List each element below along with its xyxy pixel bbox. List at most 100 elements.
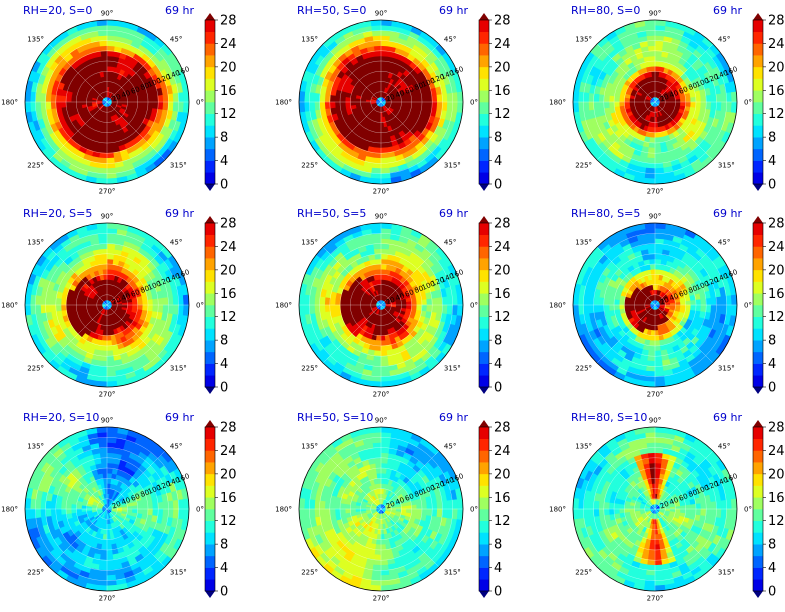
- colorbar-tick-label: 4: [494, 561, 502, 576]
- polar-grid: [572, 426, 738, 592]
- angular-tick-label: 0°: [744, 302, 752, 310]
- angular-tick-label: 315°: [444, 364, 461, 372]
- colorbar: 0 4 8 12 16 20 24 28: [204, 216, 237, 396]
- colorbar-tick-label: 24: [220, 444, 237, 459]
- colorbar-segment: [205, 113, 215, 126]
- colorbar-tick-label: 12: [768, 514, 785, 529]
- colorbar-segment: [479, 509, 489, 522]
- colorbar-extend-bottom: [205, 184, 215, 191]
- plot-frame: [24, 222, 190, 388]
- colorbar-segment: [753, 137, 763, 150]
- colorbar-segment: [205, 43, 215, 56]
- angular-tick-label: 0°: [196, 99, 204, 107]
- colorbar-segment: [753, 555, 763, 568]
- polar-grid: [298, 426, 464, 592]
- radial-tick-label: 80: [687, 488, 698, 499]
- angular-tick-label: 0°: [744, 506, 752, 514]
- colorbar-segment: [479, 125, 489, 138]
- radial-tick-label: 80: [687, 284, 698, 295]
- angular-tick-label: 90°: [375, 417, 387, 425]
- colorbar-tick-label: 20: [220, 60, 237, 75]
- colorbar-segment: [479, 316, 489, 329]
- panel-title: RH=20, S=0: [23, 4, 92, 17]
- angular-tick-label: 90°: [375, 10, 387, 18]
- colorbar-segment: [479, 148, 489, 161]
- colorbar: 0 4 8 12 16 20 24 28: [478, 216, 511, 396]
- angular-tick-label: 315°: [718, 161, 735, 169]
- radial-tick-label: 40: [120, 292, 131, 303]
- colorbar-segment: [753, 90, 763, 103]
- colorbar-tick-label: 16: [494, 287, 511, 302]
- panel-3: 90°45°0°315°270°225°180°135°204060801001…: [549, 4, 784, 196]
- colorbar-segment: [753, 55, 763, 68]
- radial-tick-label: 20: [111, 296, 122, 307]
- angular-tick-label: 270°: [99, 188, 116, 196]
- colorbar-segment: [479, 520, 489, 533]
- colorbar-tick-label: 16: [768, 84, 785, 99]
- radial-tick-label: 40: [394, 89, 405, 100]
- colorbar-tick-label: 16: [768, 287, 785, 302]
- angular-tick-label: 135°: [27, 36, 44, 44]
- angular-tick-label: 90°: [649, 213, 661, 221]
- colorbar-segment: [479, 90, 489, 103]
- colorbar-segment: [479, 450, 489, 463]
- colorbar-tick-label: 20: [494, 60, 511, 75]
- radial-tick-label: 40: [668, 89, 679, 100]
- colorbar-segment: [205, 20, 215, 33]
- radial-tick-label: 20: [659, 500, 670, 511]
- colorbar-tick-label: 8: [768, 538, 776, 553]
- colorbar-tick-label: 0: [494, 381, 502, 396]
- panel-4: 90°45°0°315°270°225°180°135°204060801001…: [1, 207, 236, 399]
- radial-tick-label: 80: [139, 284, 150, 295]
- angular-tick-label: 90°: [375, 213, 387, 221]
- colorbar-segment: [479, 172, 489, 185]
- colorbar-tick-label: 20: [494, 263, 511, 278]
- radial-tick-label: 20: [659, 93, 670, 104]
- radial-tick-label: 20: [385, 296, 396, 307]
- colorbar-segment: [753, 473, 763, 486]
- colorbar-tick-label: 28: [494, 421, 511, 436]
- colorbar-extend-bottom: [479, 184, 489, 191]
- panel-title: RH=20, S=10: [23, 411, 99, 424]
- angular-tick-label: 0°: [470, 506, 478, 514]
- colorbar-segment: [205, 462, 215, 475]
- colorbar-tick-label: 0: [768, 178, 776, 193]
- colorbar-tick-label: 12: [494, 514, 511, 529]
- angular-tick-label: 90°: [101, 10, 113, 18]
- colorbar-tick-label: 16: [768, 491, 785, 506]
- radial-tick-label: 60: [678, 85, 689, 96]
- colorbar-tick-label: 4: [220, 561, 228, 576]
- angular-tick-label: 180°: [549, 506, 566, 514]
- angular-tick-label: 270°: [373, 188, 390, 196]
- angular-tick-label: 45°: [444, 443, 456, 451]
- angular-tick-label: 90°: [649, 10, 661, 18]
- colorbar-segment: [753, 340, 763, 353]
- colorbar: 0 4 8 12 16 20 24 28: [204, 420, 237, 600]
- colorbar-tick-label: 4: [220, 154, 228, 169]
- panel-time: 69 hr: [165, 4, 194, 17]
- colorbar: 0 4 8 12 16 20 24 28: [204, 13, 237, 193]
- colorbar-segment: [479, 567, 489, 580]
- radial-tick-label: 80: [413, 81, 424, 92]
- colorbar-segment: [479, 281, 489, 294]
- angular-tick-label: 180°: [1, 506, 18, 514]
- colorbar-segment: [205, 269, 215, 282]
- angular-tick-label: 225°: [575, 161, 592, 169]
- colorbar-segment: [479, 43, 489, 56]
- panel-time: 69 hr: [165, 207, 194, 220]
- colorbar-tick-label: 16: [220, 84, 237, 99]
- colorbar-segment: [205, 485, 215, 498]
- colorbar-tick-label: 0: [768, 381, 776, 396]
- colorbar-segment: [205, 281, 215, 294]
- panel-time: 69 hr: [439, 207, 468, 220]
- colorbar-tick-label: 28: [494, 217, 511, 232]
- angular-tick-label: 315°: [444, 161, 461, 169]
- colorbar-extend-bottom: [479, 591, 489, 598]
- panels-grid: 90°45°0°315°270°225°180°135°204060801001…: [1, 4, 784, 603]
- radial-tick-label: 20: [385, 93, 396, 104]
- colorbar-extend-bottom: [753, 387, 763, 394]
- colorbar-segment: [205, 544, 215, 557]
- colorbar-segment: [205, 375, 215, 388]
- colorbar-tick-label: 0: [220, 585, 228, 600]
- colorbar-segment: [753, 363, 763, 376]
